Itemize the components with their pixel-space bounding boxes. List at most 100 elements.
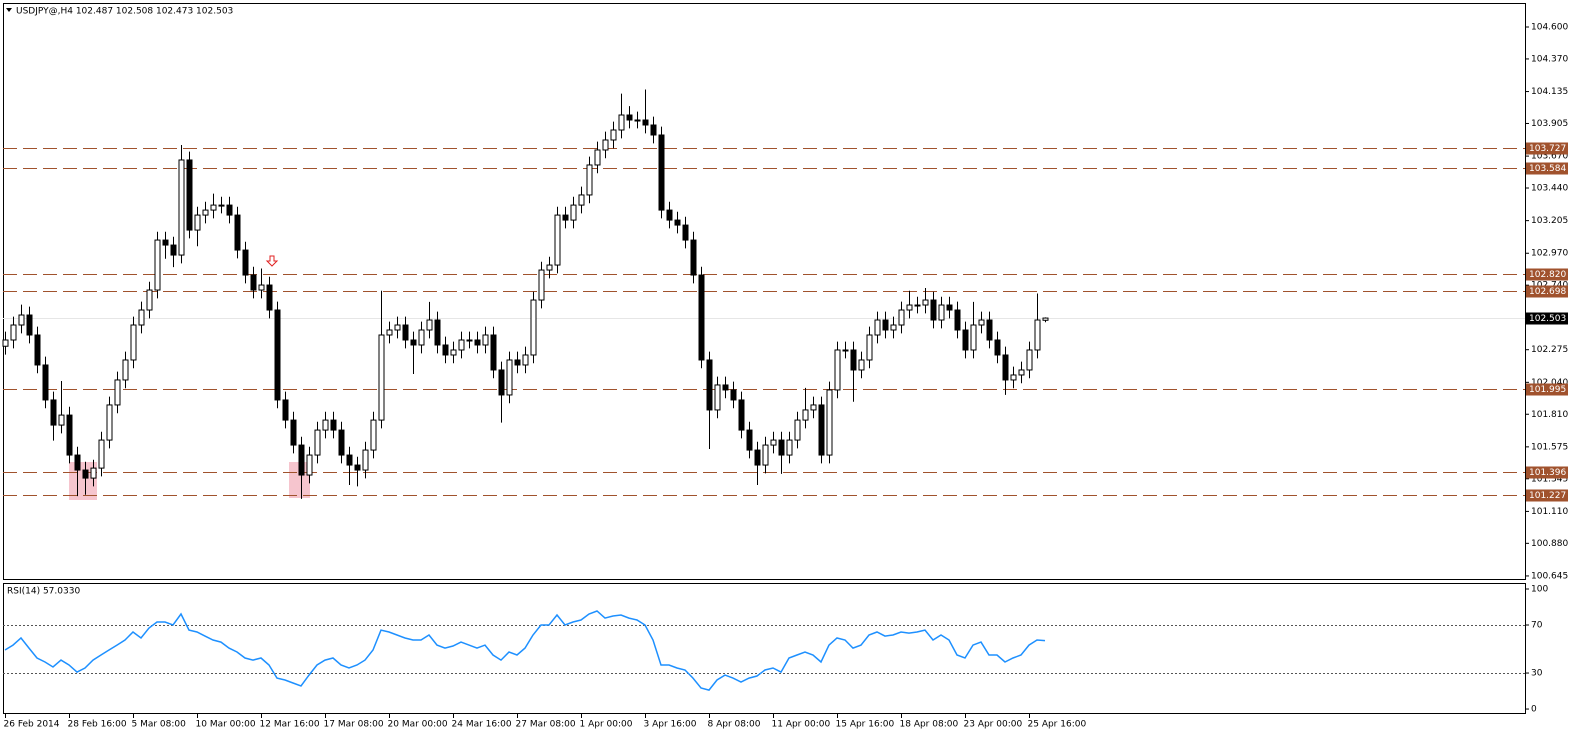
candle-body xyxy=(1034,319,1041,351)
candle-body xyxy=(962,329,969,351)
candle-body xyxy=(746,429,753,451)
candle-body xyxy=(842,349,849,352)
candle-body xyxy=(586,164,593,196)
candle-body xyxy=(690,239,697,276)
candle-body xyxy=(970,324,977,351)
candle-body xyxy=(490,334,497,371)
candle-body xyxy=(290,419,297,446)
rsi-line xyxy=(4,610,1046,691)
y-tick-label: 102.040 xyxy=(1531,378,1568,388)
candle-body xyxy=(578,194,585,206)
candle-body xyxy=(338,429,345,456)
level-label-box xyxy=(1526,162,1568,175)
candle-body xyxy=(666,209,673,221)
candle-body xyxy=(1026,349,1033,371)
y-tick-label: 103.440 xyxy=(1531,184,1568,194)
candle-body xyxy=(330,419,337,431)
chart-title: USDJPY@,H4 102.487 102.508 102.473 102.5… xyxy=(16,7,233,17)
candle-body xyxy=(546,264,553,271)
candle-body xyxy=(802,409,809,421)
level-label-box xyxy=(1526,285,1568,298)
candle-body xyxy=(418,329,425,346)
candle-body xyxy=(378,334,385,421)
y-tick-label: 103.905 xyxy=(1531,119,1568,129)
level-label: 101.995 xyxy=(1529,385,1566,395)
candle-body xyxy=(66,414,73,456)
candle-body xyxy=(154,239,161,291)
candle-body xyxy=(362,449,369,471)
candle-body xyxy=(538,269,545,301)
candle-body xyxy=(626,114,633,121)
candle-body xyxy=(274,309,281,401)
candle-body xyxy=(778,439,785,456)
y-tick-label: 104.135 xyxy=(1531,87,1568,97)
candle-body xyxy=(794,419,801,441)
candle-body xyxy=(266,284,273,311)
candle-body xyxy=(322,419,329,431)
candle-body xyxy=(594,149,601,166)
candle-body xyxy=(10,324,17,341)
candle-body xyxy=(682,224,689,241)
x-tick-label: 25 Apr 16:00 xyxy=(1028,720,1087,730)
x-tick-label: 28 Feb 16:00 xyxy=(68,720,127,730)
candle-body xyxy=(730,389,737,401)
candle-body xyxy=(770,439,777,446)
x-tick-label: 10 Mar 00:00 xyxy=(196,720,256,730)
x-tick-label: 17 Mar 08:00 xyxy=(324,720,384,730)
candle-body xyxy=(706,359,713,411)
menu-triangle xyxy=(6,8,12,12)
candle-body xyxy=(786,439,793,456)
candle-body xyxy=(610,129,617,141)
rsi-title: RSI(14) 57.0330 xyxy=(7,587,80,597)
x-tick-label: 8 Apr 08:00 xyxy=(708,720,761,730)
x-tick-label: 1 Apr 00:00 xyxy=(580,720,633,730)
candle-body xyxy=(130,324,137,361)
candle-body xyxy=(178,159,185,256)
candle-body xyxy=(226,204,233,216)
candle-body xyxy=(370,419,377,451)
y-tick-label: 100 xyxy=(1531,585,1548,595)
candle-body xyxy=(122,359,129,381)
candle-body xyxy=(346,454,353,466)
candle-body xyxy=(106,404,113,441)
candle-body xyxy=(978,319,985,326)
x-tick-label: 12 Mar 16:00 xyxy=(260,720,320,730)
candle-body xyxy=(554,214,561,266)
candle-body xyxy=(242,249,249,276)
candle-body xyxy=(722,384,729,391)
candle-body xyxy=(218,204,225,207)
rsi-panel xyxy=(3,583,1526,714)
candle-body xyxy=(994,339,1001,356)
candle-body xyxy=(234,214,241,251)
candle-body xyxy=(930,299,937,321)
candle-body xyxy=(1002,354,1009,381)
x-tick-label: 23 Apr 00:00 xyxy=(964,720,1023,730)
candle-body xyxy=(442,344,449,356)
level-label-box xyxy=(1526,268,1568,281)
candle-body xyxy=(34,334,41,366)
x-tick-label: 26 Feb 2014 xyxy=(4,720,60,730)
last-price-label: 102.503 xyxy=(1529,314,1566,324)
candle-body xyxy=(410,339,417,346)
candle-body xyxy=(394,324,401,331)
candle-body xyxy=(874,319,881,336)
x-tick-label: 15 Apr 16:00 xyxy=(836,720,895,730)
candle-body xyxy=(938,304,945,321)
candle-body xyxy=(1010,374,1017,381)
candle-body xyxy=(450,349,457,356)
candle-body xyxy=(354,464,361,471)
candle-body xyxy=(138,309,145,326)
candle-body xyxy=(426,319,433,331)
candle-body xyxy=(18,314,25,326)
candle-body xyxy=(210,204,217,211)
candle-body xyxy=(186,159,193,231)
candle-body xyxy=(602,139,609,151)
candle-body xyxy=(298,444,305,476)
candle-body xyxy=(946,304,953,311)
highlight-box xyxy=(289,462,310,498)
candle-body xyxy=(922,299,929,306)
candle-body xyxy=(506,359,513,396)
candle-body xyxy=(82,469,89,479)
